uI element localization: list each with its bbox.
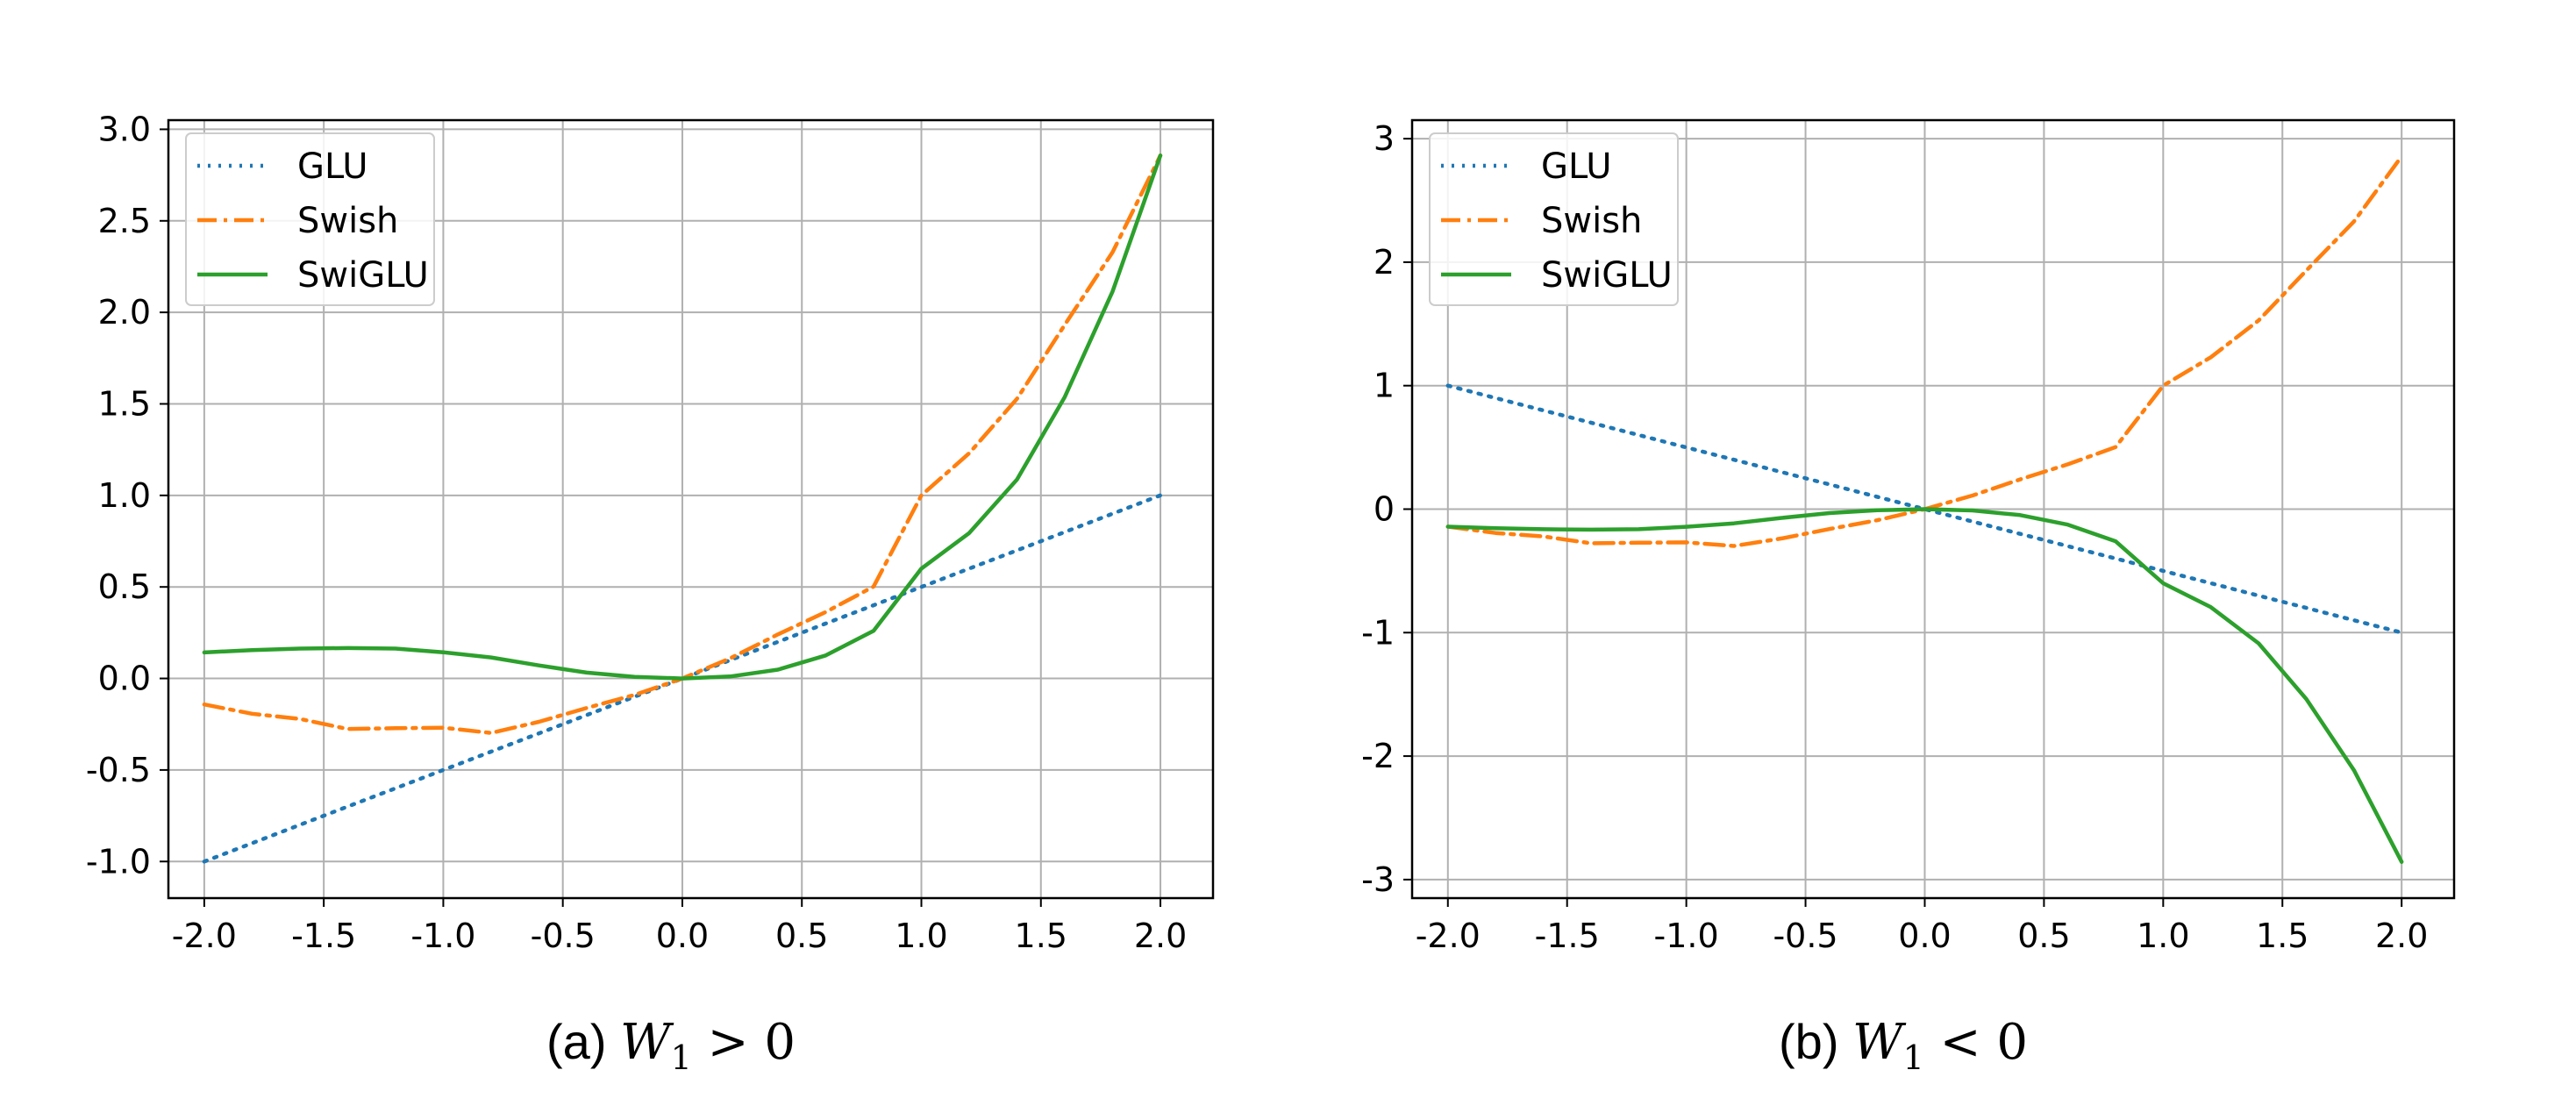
x-tick-label: 0.0 (656, 917, 709, 955)
caption-math-op: < (1924, 1014, 1997, 1071)
axes-frame (167, 118, 1215, 900)
y-tick-label: 0.5 (98, 567, 151, 606)
y-tick-label: 0.0 (98, 660, 151, 698)
legend-box (185, 132, 435, 306)
y-tick-label: 1.5 (98, 384, 151, 423)
caption-label: (b) (1779, 1014, 1852, 1069)
x-tick-label: -1.0 (1654, 917, 1719, 955)
x-tick-label: -1.0 (410, 917, 475, 955)
x-tick-label: -0.5 (531, 917, 596, 955)
caption-math-rhs: 0 (764, 1014, 796, 1071)
x-tick-label: -2.0 (1416, 917, 1481, 955)
y-tick-label: -1.0 (86, 842, 151, 881)
x-tick-label: 0.0 (1898, 917, 1951, 955)
panel-caption: (a) W1 > 0 (546, 1014, 796, 1077)
series-line-glu (1445, 383, 2404, 635)
legend-label-swiglu: SwiGLU (297, 255, 429, 296)
x-tick-label: 1.0 (2137, 917, 2189, 955)
legend: GLU Swish SwiGLU (185, 132, 435, 306)
y-tick-label: -0.5 (86, 751, 151, 789)
y-tick-label: -1 (1361, 613, 1395, 652)
x-tick-label: 2.0 (2375, 917, 2428, 955)
x-tick-label: 1.0 (895, 917, 947, 955)
legend-label-glu: GLU (297, 146, 368, 187)
x-tick-label: 2.0 (1134, 917, 1187, 955)
x-tick-label: -2.0 (172, 917, 237, 955)
y-tick-label: 3.0 (98, 110, 151, 148)
x-tick-label: 1.5 (2256, 917, 2308, 955)
y-tick-label: 1.0 (98, 476, 151, 515)
caption-math-var: W (620, 1014, 674, 1071)
y-tick-label: 2.5 (98, 202, 151, 240)
series-line-glu (202, 493, 1163, 864)
x-tick-label: -0.5 (1773, 917, 1837, 955)
y-tick-label: 2.0 (98, 293, 151, 332)
caption-math-var: W (1852, 1014, 1907, 1071)
y-tick-label: -2 (1361, 737, 1395, 775)
caption-label: (a) (546, 1014, 620, 1069)
panel-caption: (b) W1 < 0 (1779, 1014, 2028, 1077)
legend-box (1429, 132, 1679, 306)
y-tick-label: 1 (1374, 367, 1395, 405)
y-tick-label: -3 (1361, 860, 1395, 899)
legend-label-glu: GLU (1541, 146, 1612, 187)
caption-math-op: > (692, 1014, 765, 1071)
legend-label-swish: Swish (297, 201, 398, 241)
caption-math-sub: 1 (1903, 1038, 1924, 1077)
chart-panel-b: -2.0 -1.5 -1.0 -0.5 0.0 0.5 1.0 1.5 2.0 -3 -2 -1 0 1 2… (1361, 118, 2456, 1077)
x-tick-label: 0.5 (2017, 917, 2070, 955)
x-tick-label: -1.5 (1535, 917, 1600, 955)
legend-label-swish: Swish (1541, 201, 1642, 241)
legend-label-swiglu: SwiGLU (1541, 255, 1673, 296)
series-line-swiglu (202, 153, 1163, 681)
y-tick-label: 0 (1374, 490, 1395, 529)
x-tick-label: 0.5 (775, 917, 828, 955)
chart-panel-a: -2.0 -1.5 -1.0 -0.5 0.0 0.5 1.0 1.5 2.0 -1.0 -0.5 0… (86, 110, 1215, 1077)
x-tick-label: 1.5 (1015, 917, 1067, 955)
x-tick-label: -1.5 (291, 917, 356, 955)
y-tick-label: 3 (1374, 119, 1395, 158)
caption-math-rhs: 0 (1996, 1014, 2028, 1071)
legend: GLU Swish SwiGLU (1429, 132, 1679, 306)
y-tick-label: 2 (1374, 243, 1395, 282)
caption-math-sub: 1 (671, 1038, 692, 1077)
series-line-swiglu (1445, 507, 2404, 864)
